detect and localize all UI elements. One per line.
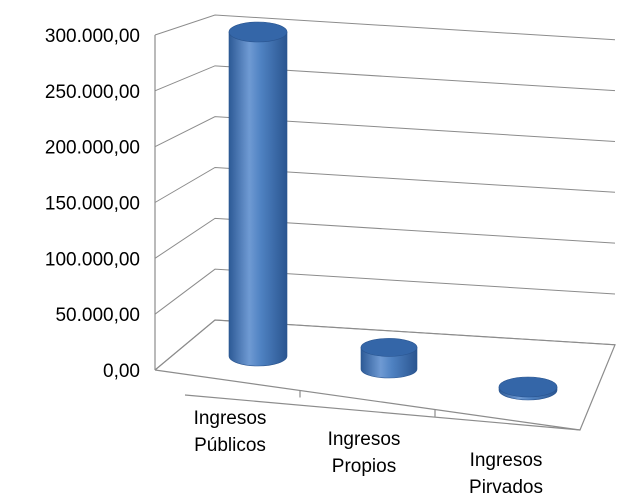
- gridline: [154, 116, 616, 148]
- gridline: [154, 65, 616, 92]
- gridline: [154, 217, 616, 259]
- x-tick-label: Ingresos: [328, 429, 401, 450]
- axes: [154, 35, 616, 431]
- gridline: [154, 14, 616, 41]
- x-tick-label: Ingresos: [194, 408, 267, 429]
- y-tick-label: 0,00: [103, 361, 140, 382]
- x-axis: [154, 369, 581, 431]
- cylinder-top: [228, 21, 288, 43]
- y-tick-label: 150.000,00: [45, 194, 140, 215]
- y-tick-label: 100.000,00: [45, 249, 140, 270]
- floor-plane: [154, 319, 616, 431]
- cylinder-bar: [360, 338, 418, 379]
- y-tick-label: 50.000,00: [55, 305, 140, 326]
- x-tick-label: Públicos: [194, 435, 266, 456]
- y-axis-ticks: 0,00 50.000,00 100.000,00 150.000,00 200.000…: [45, 26, 140, 382]
- y-tick-label: 250.000,00: [45, 82, 140, 103]
- cylinder-bar: [498, 376, 558, 401]
- cylinder-top: [360, 338, 418, 357]
- gridline: [154, 166, 616, 203]
- cylinder-top: [498, 376, 558, 398]
- y-tick-label: 300.000,00: [45, 26, 140, 47]
- gridline: [154, 268, 616, 315]
- y-tick-label: 200.000,00: [45, 138, 140, 159]
- x-axis-ticks: Ingresos Públicos Ingresos Propios Ingresos P…: [194, 408, 543, 498]
- x-tick-label: Ingresos: [470, 450, 543, 471]
- bars: [228, 21, 558, 401]
- x-tick-label: Pirvados: [469, 477, 543, 498]
- x-tick-label: Propios: [332, 456, 396, 477]
- cylinder-bar: [228, 21, 288, 367]
- cylinder-body: [228, 31, 288, 367]
- gridlines: [154, 14, 616, 371]
